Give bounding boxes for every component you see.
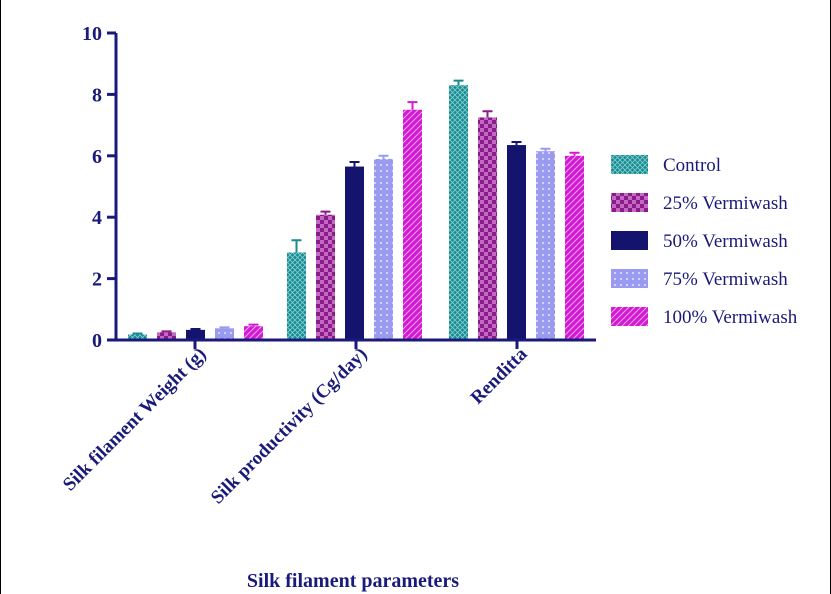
error-bar-0-0 (132, 332, 143, 335)
x-category-label: Silk productivity (Cg/day) (207, 344, 372, 509)
error-bar-2-4 (569, 151, 580, 156)
legend-label: 50% Vermiwash (663, 231, 788, 252)
legend-swatch (611, 231, 648, 250)
bar-0-3 (215, 328, 234, 340)
bar-2-3 (536, 151, 555, 340)
legend-swatch (611, 155, 648, 174)
legend: Control 25% Vermiwash 50% Vermiwash 75% Ver… (611, 155, 798, 328)
error-bar-2-3 (540, 147, 551, 152)
x-axis-title: Silk filament parameters (247, 570, 459, 592)
error-bar-2-2 (511, 140, 522, 146)
error-bar-1-4 (407, 101, 418, 110)
y-tick-label: 10 (82, 23, 102, 45)
bar-1-3 (374, 158, 393, 340)
bar-1-2 (345, 166, 364, 340)
error-bar-0-2 (190, 327, 201, 330)
legend-swatch (611, 307, 648, 326)
y-tick-label: 8 (92, 84, 102, 106)
error-bar-2-0 (453, 79, 464, 86)
y-ticks: 0 2 4 6 8 10 (82, 23, 116, 352)
error-bar-2-1 (482, 110, 493, 118)
error-bar-0-1 (161, 330, 172, 333)
bar-2-2 (507, 145, 526, 340)
error-bar-1-2 (349, 160, 360, 167)
legend-label: Control (663, 155, 721, 176)
legend-swatch (611, 269, 648, 288)
error-bar-1-1 (320, 210, 331, 215)
bar-2-0 (449, 85, 468, 340)
bar-0-2 (186, 329, 205, 340)
bar-0-0 (128, 334, 147, 340)
error-bar-1-3 (378, 154, 389, 159)
bar-0-1 (157, 332, 176, 340)
x-category-label: Silk filament Weight (g) (59, 344, 211, 496)
y-tick-label: 6 (92, 146, 102, 168)
legend-label: 25% Vermiwash (663, 193, 788, 214)
bar-1-0 (287, 252, 306, 340)
legend-swatch (611, 193, 648, 212)
bar-1-1 (316, 214, 335, 340)
legend-label: 75% Vermiwash (663, 269, 788, 290)
y-tick-label: 4 (92, 207, 102, 229)
error-bar-1-0 (291, 239, 302, 253)
y-tick-label: 2 (92, 269, 102, 291)
error-bar-0-4 (248, 323, 259, 327)
bar-0-4 (244, 326, 263, 340)
x-category-label: Renditta (467, 343, 532, 408)
bar-2-4 (565, 155, 584, 340)
error-bar-0-3 (219, 326, 230, 329)
legend-label: 100% Vermiwash (663, 307, 798, 328)
bar-2-1 (478, 117, 497, 340)
bar-1-4 (403, 109, 422, 340)
bars-layer (128, 79, 584, 340)
y-tick-label: 0 (92, 330, 102, 352)
x-category-labels: Silk filament Weight (g)Silk productivit… (59, 340, 532, 508)
